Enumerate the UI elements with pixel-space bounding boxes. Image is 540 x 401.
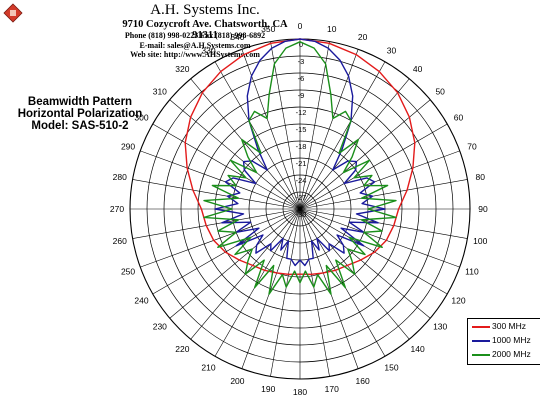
grid-spoke (299, 208, 386, 357)
grid-spoke (299, 78, 410, 210)
grid-spoke (299, 208, 448, 295)
angle-tick-label: 280 (113, 172, 127, 182)
angle-tick-label: 220 (175, 344, 189, 354)
angle-tick-label: 240 (134, 296, 148, 306)
angle-tick-label: 100 (473, 236, 487, 246)
angle-tick-label: 150 (384, 362, 398, 372)
grid-spoke (299, 99, 431, 210)
legend-swatch (472, 340, 490, 342)
angle-tick-label: 90 (478, 204, 488, 214)
grid-spoke (152, 208, 301, 295)
company-website: Web site: http://www.AHSystems.com (130, 50, 260, 59)
angle-tick-label: 210 (201, 362, 215, 372)
radial-tick-label: -6 (298, 74, 305, 83)
angle-tick-label: 270 (110, 204, 124, 214)
legend-swatch (472, 354, 490, 356)
grid-spoke (270, 208, 301, 377)
angle-tick-label: 260 (113, 236, 127, 246)
angle-tick-label: 320 (175, 64, 189, 74)
grid-spoke (299, 208, 460, 268)
angle-tick-label: 20 (358, 32, 368, 42)
series-line-2000-mhz (203, 41, 397, 295)
radial-tick-label: -27 (296, 193, 307, 202)
company-logo (3, 3, 23, 28)
radial-tick-label: -9 (298, 91, 305, 100)
legend-item-2000mhz: 2000 MHz (468, 348, 538, 361)
grid-spoke (299, 61, 386, 210)
radial-tick-label: -3 (298, 57, 305, 66)
grid-spoke (140, 150, 301, 210)
angle-tick-label: 70 (467, 141, 477, 151)
radial-tick-label: -30 (296, 210, 307, 219)
chart-title-line-1: Beamwidth Pattern (27, 96, 133, 108)
angle-tick-label: 330 (201, 46, 215, 56)
angle-tick-label: 120 (451, 296, 465, 306)
radial-tick-label: -15 (296, 125, 307, 134)
angle-tick-label: 160 (355, 376, 369, 386)
legend-label: 300 MHz (492, 321, 527, 331)
grid-spoke (299, 41, 330, 210)
angle-tick-label: 80 (475, 172, 485, 182)
grid-spoke (299, 208, 431, 319)
grid-spoke (299, 208, 330, 377)
angle-tick-label: 340 (230, 32, 244, 42)
grid-spoke (152, 123, 301, 210)
angle-tick-label: 130 (433, 322, 447, 332)
grid-spoke (299, 150, 460, 210)
radial-tick-label: -24 (296, 176, 307, 185)
angle-tick-label: 310 (153, 86, 167, 96)
angle-tick-label: 60 (454, 113, 464, 123)
angle-tick-label: 350 (261, 24, 275, 34)
angle-tick-label: 30 (387, 46, 397, 56)
angle-tick-label: 110 (465, 267, 479, 277)
radial-tick-label: -21 (296, 159, 307, 168)
grid-spoke (190, 78, 301, 210)
grid-spoke (299, 179, 468, 210)
legend-item-300mhz: 300 MHz (468, 320, 538, 333)
legend-item-1000mhz: 1000 MHz (468, 334, 538, 347)
legend-label: 1000 MHz (492, 335, 531, 345)
grid-spoke (169, 99, 301, 210)
chart-title-line-2: Horizontal Polarization (17, 108, 143, 120)
angle-tick-label: 230 (153, 322, 167, 332)
grid-spoke (132, 179, 301, 210)
grid-spoke (169, 208, 301, 319)
grid-spoke (241, 208, 301, 369)
series-line-1000-mhz (214, 38, 386, 267)
grid-spoke (299, 208, 468, 239)
angle-tick-label: 190 (261, 384, 275, 394)
angle-tick-label: 140 (411, 344, 425, 354)
angle-tick-label: 10 (327, 24, 337, 34)
angle-tick-label: 200 (230, 376, 244, 386)
radial-tick-label: -12 (296, 108, 307, 117)
company-email: E-mail: sales@A.H.Systems.com (139, 41, 251, 50)
legend-label: 2000 MHz (492, 349, 531, 359)
company-address: 9710 Cozycroft Ave. Chatsworth, CA 91311 (122, 19, 288, 41)
radial-tick-label: 0 (299, 40, 303, 49)
angle-tick-label: 180 (293, 387, 307, 397)
grid-spoke (270, 41, 301, 210)
angle-tick-label: 40 (413, 64, 423, 74)
angle-tick-label: 290 (121, 141, 135, 151)
chart-legend: 300 MHz 1000 MHz 2000 MHz (467, 318, 540, 365)
angle-tick-label: 300 (134, 113, 148, 123)
angle-tick-label: 170 (325, 384, 339, 394)
grid-spoke (214, 61, 301, 210)
company-phone: Phone (818) 998-0223 Fax (818) 998-6892 (124, 31, 266, 40)
angle-tick-label: 50 (435, 86, 445, 96)
chart-title-line-3: Model: SAS-510-2 (31, 120, 129, 132)
company-name: A.H. Systems Inc. (150, 2, 260, 18)
grid-spoke (214, 208, 301, 357)
grid-spoke (132, 208, 301, 239)
series-line-300-mhz (184, 38, 416, 275)
grid-spoke (140, 208, 301, 268)
angle-tick-label: 250 (121, 267, 135, 277)
radial-tick-label: -18 (296, 142, 307, 151)
angle-tick-label: 0 (298, 21, 303, 31)
grid-spoke (299, 123, 448, 210)
grid-spoke (299, 208, 359, 369)
legend-swatch (472, 326, 490, 328)
